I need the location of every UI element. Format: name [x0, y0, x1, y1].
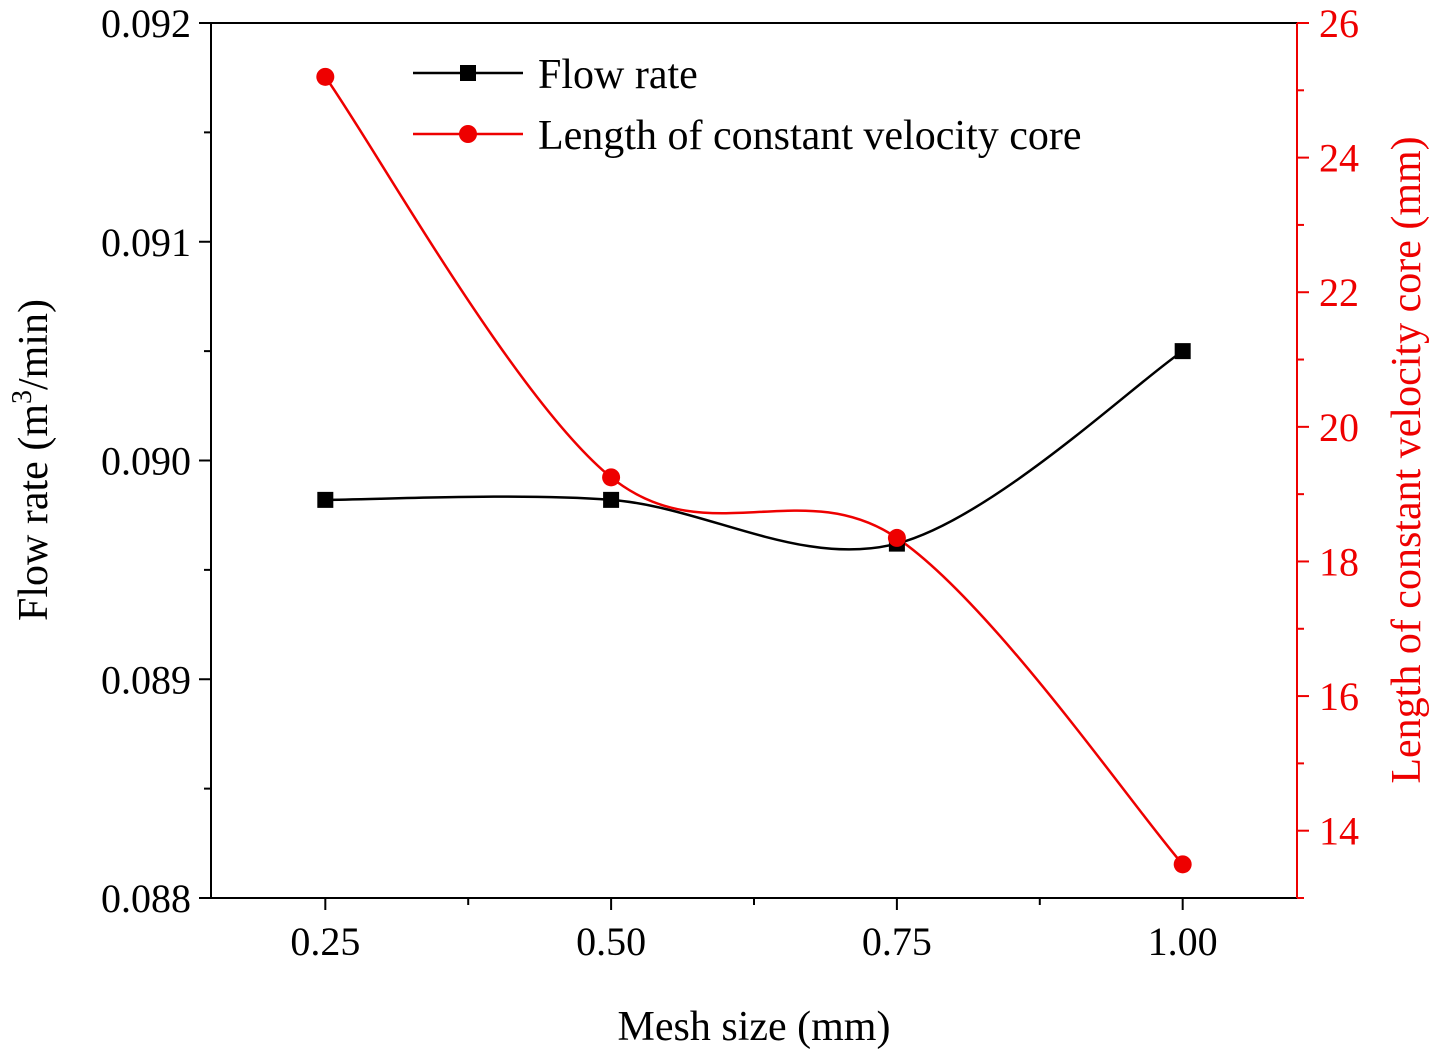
x-tick-label: 0.25 — [290, 919, 360, 964]
legend-marker-circle — [459, 125, 477, 143]
y2-axis-title: Length of constant velocity core (mm) — [1384, 136, 1430, 783]
y2-tick-label: 14 — [1319, 809, 1359, 854]
y-axis-title: Flow rate (m3/min) — [7, 299, 57, 621]
y2-tick-label: 24 — [1319, 136, 1359, 181]
y-tick-label: 0.089 — [101, 657, 191, 702]
flow-rate-point — [1174, 343, 1191, 360]
x-tick-label: 0.50 — [576, 919, 646, 964]
x-tick-label: 0.75 — [862, 919, 932, 964]
y-axis-title-superscript: 3 — [7, 390, 38, 404]
series-curves — [324, 76, 1184, 866]
legend-item-core-length: Length of constant velocity core — [413, 113, 1081, 159]
y-tick-label: 0.091 — [101, 220, 191, 265]
x-tick-label: 1.00 — [1148, 919, 1218, 964]
flow-rate-point — [317, 491, 334, 508]
y-tick-label: 0.088 — [101, 876, 191, 921]
legend: Flow rate Length of constant velocity co… — [413, 52, 1081, 159]
y2-tick-label: 18 — [1319, 539, 1359, 584]
core-length-point — [887, 528, 906, 547]
core-length-point — [316, 67, 335, 86]
y-tick-label: 0.092 — [101, 1, 191, 46]
x-axis-title: Mesh size (mm) — [618, 1004, 891, 1050]
y2-tick-label: 20 — [1319, 405, 1359, 450]
legend-item-flow-rate: Flow rate — [413, 52, 698, 98]
flow-rate-line — [325, 350, 1184, 551]
y2-tick-label: 22 — [1319, 270, 1359, 315]
y2-tick-label: 26 — [1319, 1, 1359, 46]
core-length-point — [602, 468, 621, 487]
legend-label-flow-rate: Flow rate — [538, 52, 698, 98]
y-tick-label: 0.090 — [101, 439, 191, 484]
series-markers — [316, 67, 1192, 874]
axis-ticks: 0.25 0.50 0.75 1.00 0.088 0.089 0.090 0.091 0.09… — [101, 1, 1359, 964]
legend-label-core-length: Length of constant velocity core — [538, 113, 1081, 159]
y-axis-title-main: Flow rate (m — [11, 404, 57, 621]
core-length-line — [324, 76, 1184, 866]
flow-rate-point — [603, 491, 620, 508]
legend-marker-square — [460, 65, 476, 81]
core-length-point — [1173, 855, 1192, 874]
y-axis-title-tail: /min) — [11, 299, 57, 390]
y2-tick-label: 16 — [1319, 674, 1359, 719]
